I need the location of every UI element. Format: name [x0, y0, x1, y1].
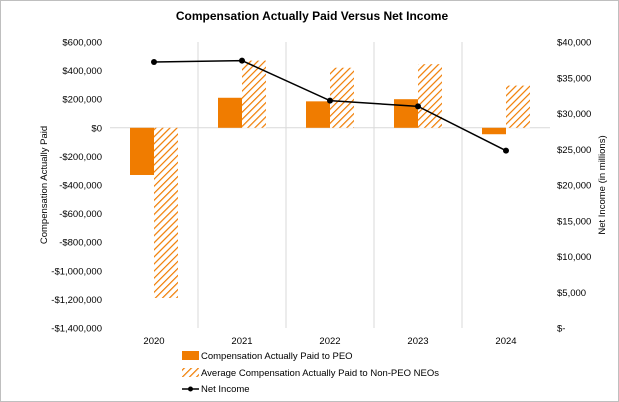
left-tick-label: -$800,000	[59, 238, 102, 249]
category-label: 2021	[231, 336, 252, 347]
legend-marker-net-income	[188, 386, 193, 392]
left-axis-label: Compensation Actually Paid	[39, 126, 50, 244]
right-tick-label: $20,000	[557, 181, 591, 192]
left-tick-label: -$400,000	[59, 181, 102, 192]
left-tick-label: $200,000	[62, 95, 102, 106]
left-tick-label: $400,000	[62, 66, 102, 77]
net-income-point	[327, 97, 333, 104]
category-label: 2024	[495, 336, 516, 347]
net-income-point	[239, 57, 245, 64]
bar-peo	[306, 101, 330, 128]
left-tick-label: -$1,000,000	[51, 266, 102, 277]
left-axis-ticks: $600,000 $400,000 $200,000 $0 -$200,000 -$400…	[51, 38, 102, 335]
chart-title: Compensation Actually Paid Versus Net In…	[176, 9, 449, 23]
right-axis-label: Net Income (in millions)	[597, 135, 608, 234]
left-tick-label: -$1,200,000	[51, 295, 102, 306]
category-label: 2023	[407, 336, 428, 347]
right-tick-label: $35,000	[557, 73, 591, 84]
right-tick-label: $40,000	[557, 38, 591, 49]
bar-peo	[394, 99, 418, 128]
legend-swatch-non-peo	[182, 368, 199, 377]
right-axis-ticks: $40,000 $35,000 $30,000 $25,000 $20,000 $15,0…	[557, 38, 591, 335]
left-tick-label: $0	[91, 123, 102, 134]
legend-label-net-income: Net Income	[201, 384, 250, 395]
category-label: 2022	[319, 336, 340, 347]
legend: Compensation Actually Paid to PEO Averag…	[182, 351, 439, 395]
bar-peo	[482, 127, 506, 135]
bar-peo	[130, 127, 154, 175]
right-tick-label: $25,000	[557, 145, 591, 156]
left-tick-label: -$600,000	[59, 209, 102, 220]
bar-non-peo	[154, 127, 178, 298]
right-tick-label: $5,000	[557, 288, 586, 299]
bar-non-peo	[242, 60, 266, 128]
left-tick-label: -$200,000	[59, 152, 102, 163]
legend-label-non-peo: Average Compensation Actually Paid to No…	[201, 368, 439, 379]
net-income-point	[151, 59, 157, 66]
left-tick-label: -$1,400,000	[51, 324, 102, 335]
bar-non-peo	[418, 64, 442, 128]
net-income-point	[503, 147, 509, 154]
net-income-line	[151, 57, 509, 154]
category-label: 2020	[143, 336, 164, 347]
legend-swatch-peo	[182, 351, 199, 360]
left-tick-label: $600,000	[62, 38, 102, 49]
bar-non-peo	[506, 85, 530, 128]
right-tick-label: $-	[557, 324, 565, 335]
bars	[130, 60, 530, 298]
right-tick-label: $15,000	[557, 216, 591, 227]
right-tick-label: $10,000	[557, 252, 591, 263]
right-tick-label: $30,000	[557, 109, 591, 120]
bar-peo	[218, 97, 242, 128]
category-axis-ticks: 2020 2021 2022 2023 2024	[143, 336, 516, 347]
bar-non-peo	[330, 67, 354, 128]
legend-label-peo: Compensation Actually Paid to PEO	[201, 351, 353, 362]
net-income-point	[415, 103, 421, 110]
